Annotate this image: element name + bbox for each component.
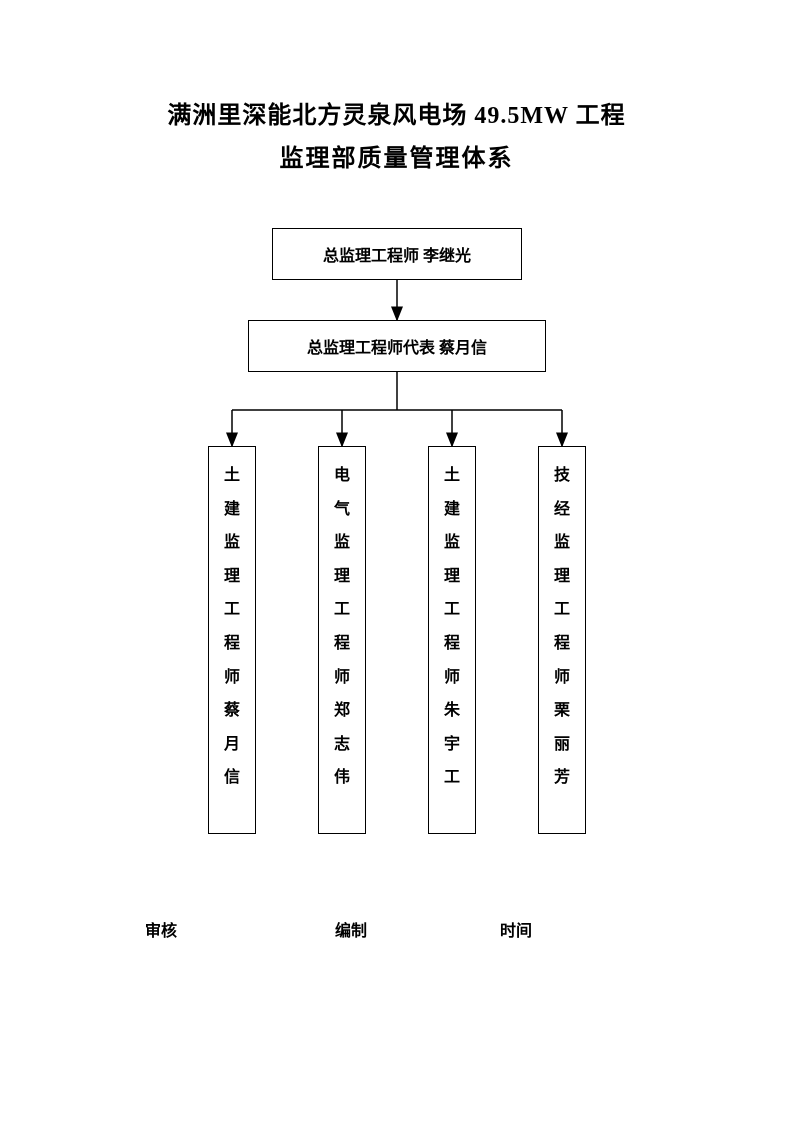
node-eng3: 土建监理工程师朱宇工 xyxy=(428,446,476,834)
title-line1: 满洲里深能北方灵泉风电场 49.5MW 工程 xyxy=(0,95,793,130)
title-line2: 监理部质量管理体系 xyxy=(0,138,793,173)
footer-item-2: 时间 xyxy=(500,917,532,941)
node-eng2: 电气监理工程师郑志伟 xyxy=(318,446,366,834)
footer-item-1: 编制 xyxy=(335,917,367,941)
node-deputy: 总监理工程师代表 蔡月信 xyxy=(248,320,546,372)
node-eng1: 土建监理工程师蔡月信 xyxy=(208,446,256,834)
title-block: 满洲里深能北方灵泉风电场 49.5MW 工程 监理部质量管理体系 xyxy=(0,0,793,173)
node-eng4: 技经监理工程师栗丽芳 xyxy=(538,446,586,834)
footer-item-0: 审核 xyxy=(145,917,177,941)
node-chief: 总监理工程师 李继光 xyxy=(272,228,522,280)
